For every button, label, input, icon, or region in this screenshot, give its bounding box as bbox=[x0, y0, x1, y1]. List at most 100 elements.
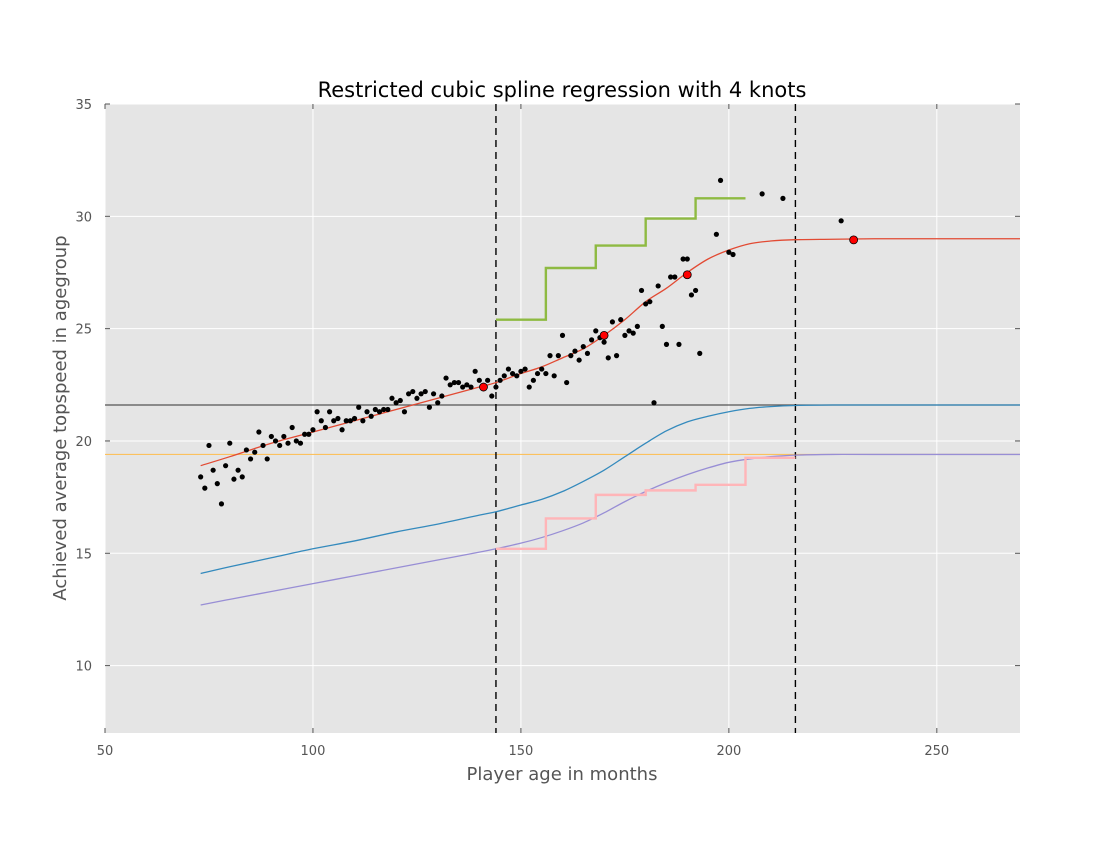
data-point bbox=[410, 388, 416, 395]
data-point bbox=[472, 368, 478, 374]
data-point bbox=[343, 418, 349, 424]
data-point bbox=[476, 377, 482, 383]
y-tick-label: 35 bbox=[75, 98, 92, 113]
tick-labels: 50 100 150 200 250 10 15 20 25 30 35 bbox=[75, 98, 949, 759]
data-point bbox=[231, 476, 237, 482]
data-point bbox=[559, 332, 566, 338]
data-point bbox=[239, 474, 245, 480]
data-point bbox=[455, 379, 462, 386]
data-point bbox=[501, 373, 507, 379]
data-point bbox=[372, 406, 378, 413]
data-point bbox=[235, 467, 241, 473]
data-point bbox=[460, 384, 466, 390]
data-point bbox=[505, 366, 512, 372]
data-point bbox=[626, 328, 632, 334]
data-point bbox=[514, 373, 520, 379]
data-point bbox=[643, 301, 649, 307]
data-point bbox=[206, 442, 212, 449]
data-point bbox=[277, 442, 283, 449]
knot-marker bbox=[849, 235, 859, 245]
data-point bbox=[272, 438, 279, 444]
x-tick-label: 50 bbox=[97, 744, 114, 759]
data-point bbox=[247, 456, 254, 462]
data-point bbox=[335, 415, 341, 422]
knot-markers bbox=[479, 235, 859, 392]
data-point bbox=[613, 353, 620, 359]
data-point bbox=[609, 319, 616, 325]
data-point bbox=[497, 377, 503, 383]
data-point bbox=[697, 350, 703, 356]
data-point bbox=[551, 373, 557, 379]
data-point bbox=[576, 357, 582, 363]
data-point bbox=[618, 317, 624, 323]
y-tick-label: 25 bbox=[75, 323, 92, 338]
data-point bbox=[547, 353, 553, 359]
data-point bbox=[651, 400, 657, 406]
data-point bbox=[726, 249, 732, 255]
data-point bbox=[464, 382, 470, 388]
data-point bbox=[580, 344, 586, 350]
data-point bbox=[451, 379, 457, 386]
data-point bbox=[713, 231, 719, 237]
data-point bbox=[202, 485, 208, 491]
data-point bbox=[293, 438, 299, 444]
data-point bbox=[530, 377, 536, 383]
knot-marker bbox=[599, 330, 609, 340]
data-point bbox=[534, 370, 541, 377]
data-point bbox=[555, 353, 561, 359]
knot-marker bbox=[479, 382, 488, 392]
data-point bbox=[684, 256, 690, 262]
data-point bbox=[339, 427, 345, 433]
data-point bbox=[430, 391, 437, 397]
data-point bbox=[622, 332, 628, 338]
x-axis-label: Player age in months bbox=[467, 764, 658, 785]
data-point bbox=[672, 274, 678, 280]
data-point bbox=[493, 384, 499, 390]
data-point bbox=[314, 409, 320, 415]
data-point bbox=[638, 287, 645, 294]
data-point bbox=[401, 409, 408, 415]
data-point bbox=[659, 323, 665, 329]
data-point bbox=[356, 404, 362, 410]
data-point bbox=[522, 366, 528, 372]
data-point bbox=[601, 339, 607, 345]
data-point bbox=[663, 341, 670, 347]
data-point bbox=[668, 274, 674, 280]
y-tick-label: 20 bbox=[75, 435, 92, 450]
data-point bbox=[381, 406, 387, 413]
data-point bbox=[518, 368, 524, 374]
data-point bbox=[584, 350, 591, 356]
data-point bbox=[214, 481, 220, 487]
data-point bbox=[655, 283, 661, 289]
chart-title: Restricted cubic spline regression with … bbox=[318, 78, 807, 102]
y-axis-label: Achieved average topspeed in agegroup bbox=[50, 235, 71, 600]
data-point bbox=[468, 384, 474, 390]
data-point bbox=[227, 440, 233, 446]
data-point bbox=[593, 328, 599, 334]
data-point bbox=[268, 433, 274, 440]
data-point bbox=[630, 330, 636, 336]
data-point bbox=[443, 375, 449, 381]
data-point bbox=[347, 418, 353, 424]
knot-marker bbox=[682, 270, 692, 280]
data-point bbox=[389, 395, 395, 401]
data-point bbox=[418, 391, 424, 397]
data-point bbox=[435, 400, 441, 406]
step-line bbox=[495, 197, 746, 321]
data-point bbox=[564, 379, 570, 386]
data-point bbox=[688, 292, 695, 298]
data-point bbox=[568, 353, 574, 359]
x-tick-label: 100 bbox=[301, 744, 326, 759]
series-line bbox=[200, 404, 1020, 575]
scatter-points bbox=[198, 177, 844, 507]
data-point bbox=[351, 415, 358, 422]
data-point bbox=[331, 418, 337, 424]
knot-lines bbox=[495, 104, 797, 733]
data-point bbox=[281, 433, 287, 440]
y-tick-label: 30 bbox=[75, 210, 92, 225]
y-tick-label: 10 bbox=[75, 660, 92, 675]
plot-area bbox=[105, 104, 1020, 733]
step-line bbox=[495, 456, 796, 550]
data-point bbox=[256, 429, 262, 435]
